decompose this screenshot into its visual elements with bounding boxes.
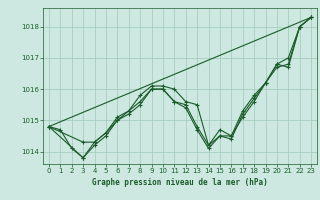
X-axis label: Graphe pression niveau de la mer (hPa): Graphe pression niveau de la mer (hPa) <box>92 178 268 187</box>
